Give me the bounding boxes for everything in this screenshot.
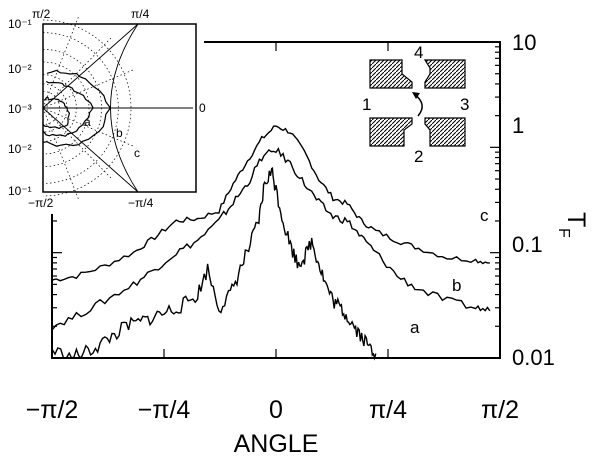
device-port-3: 3 <box>460 95 469 114</box>
y-tick-label-3: 0.1 <box>512 232 543 257</box>
polar-r-label-4: 10⁻² <box>8 142 32 156</box>
device-schematic: 4 1 3 2 <box>362 43 469 166</box>
x-tick-label-3: 0 <box>269 396 283 424</box>
series-label-a: a <box>410 318 420 337</box>
polar-series-a <box>42 96 71 130</box>
y-tick-label-2: 1 <box>512 113 524 138</box>
polar-grid-ray <box>42 107 112 179</box>
inset-frame <box>42 23 197 193</box>
main-chart: −π/2 −π/4 0 π/4 π/2 ANGLE 10 1 0.1 0.01 … <box>26 30 590 458</box>
polar-curve-label-b: b <box>116 126 123 140</box>
polar-grid-ray <box>42 69 134 109</box>
x-axis-title: ANGLE <box>234 430 319 458</box>
series-label-b: b <box>452 276 461 295</box>
series-line-a <box>51 167 377 361</box>
y-tick-label-1: 10 <box>512 30 536 55</box>
x-tick-label-2: −π/4 <box>138 396 191 424</box>
polar-angle-label-bottom-right: −π/4 <box>128 196 154 210</box>
gate-top-left <box>369 59 413 89</box>
polar-guide-neg-pi4 <box>42 107 139 193</box>
polar-inset: 10⁻¹ 10⁻² 10⁻³ 10⁻² 10⁻¹ π/2 π/4 −π/2 −π… <box>3 4 206 214</box>
polar-r-label-2: 10⁻² <box>8 62 32 76</box>
gate-bottom-right <box>424 117 466 147</box>
polar-r-label-1: 10⁻¹ <box>8 17 32 31</box>
inset-background <box>3 4 204 214</box>
polar-angle-label-top-left: π/2 <box>32 7 51 21</box>
polar-grid-circle <box>42 49 102 167</box>
main-series-group <box>51 125 491 361</box>
polar-grid-ray <box>42 107 134 147</box>
svg-text:F: F <box>555 228 572 238</box>
polar-grid-circle <box>42 91 60 125</box>
y-axis-title: T F <box>555 212 590 238</box>
polar-grid-ray <box>42 37 112 109</box>
polar-r-label-5: 10⁻¹ <box>8 184 32 198</box>
polar-curve-label-a: a <box>84 115 91 129</box>
device-port-1: 1 <box>362 95 371 114</box>
polar-series-b <box>42 80 94 137</box>
polar-grid-ray <box>42 107 79 200</box>
series-line-c <box>51 125 490 282</box>
device-port-4: 4 <box>414 43 423 62</box>
polar-series-c <box>42 69 112 147</box>
polar-angle-label-zero: 0 <box>199 101 206 115</box>
polar-series-group <box>42 69 112 147</box>
polar-angle-label-bottom-left: −π/2 <box>28 196 54 210</box>
svg-text:T: T <box>562 212 590 227</box>
polar-curve-label-c: c <box>134 146 140 160</box>
polar-guide-pi4 <box>42 23 139 109</box>
x-tick-label-5: π/2 <box>481 396 519 424</box>
y-tick-label-4: 0.01 <box>512 345 555 370</box>
polar-angle-label-top-right: π/4 <box>131 7 150 21</box>
polar-grid-circle <box>42 19 132 197</box>
gate-top-right <box>423 59 466 89</box>
trajectory-arrowhead <box>412 92 420 99</box>
series-label-c: c <box>480 206 489 225</box>
device-port-2: 2 <box>414 147 423 166</box>
gate-bottom-left <box>369 117 413 147</box>
x-tick-label-1: −π/2 <box>26 396 79 424</box>
polar-grid-ray <box>42 16 79 109</box>
polar-r-label-3: 10⁻³ <box>8 102 32 116</box>
series-line-b <box>51 147 491 331</box>
polar-grid-circle <box>42 83 68 133</box>
x-tick-label-4: π/4 <box>369 396 407 424</box>
